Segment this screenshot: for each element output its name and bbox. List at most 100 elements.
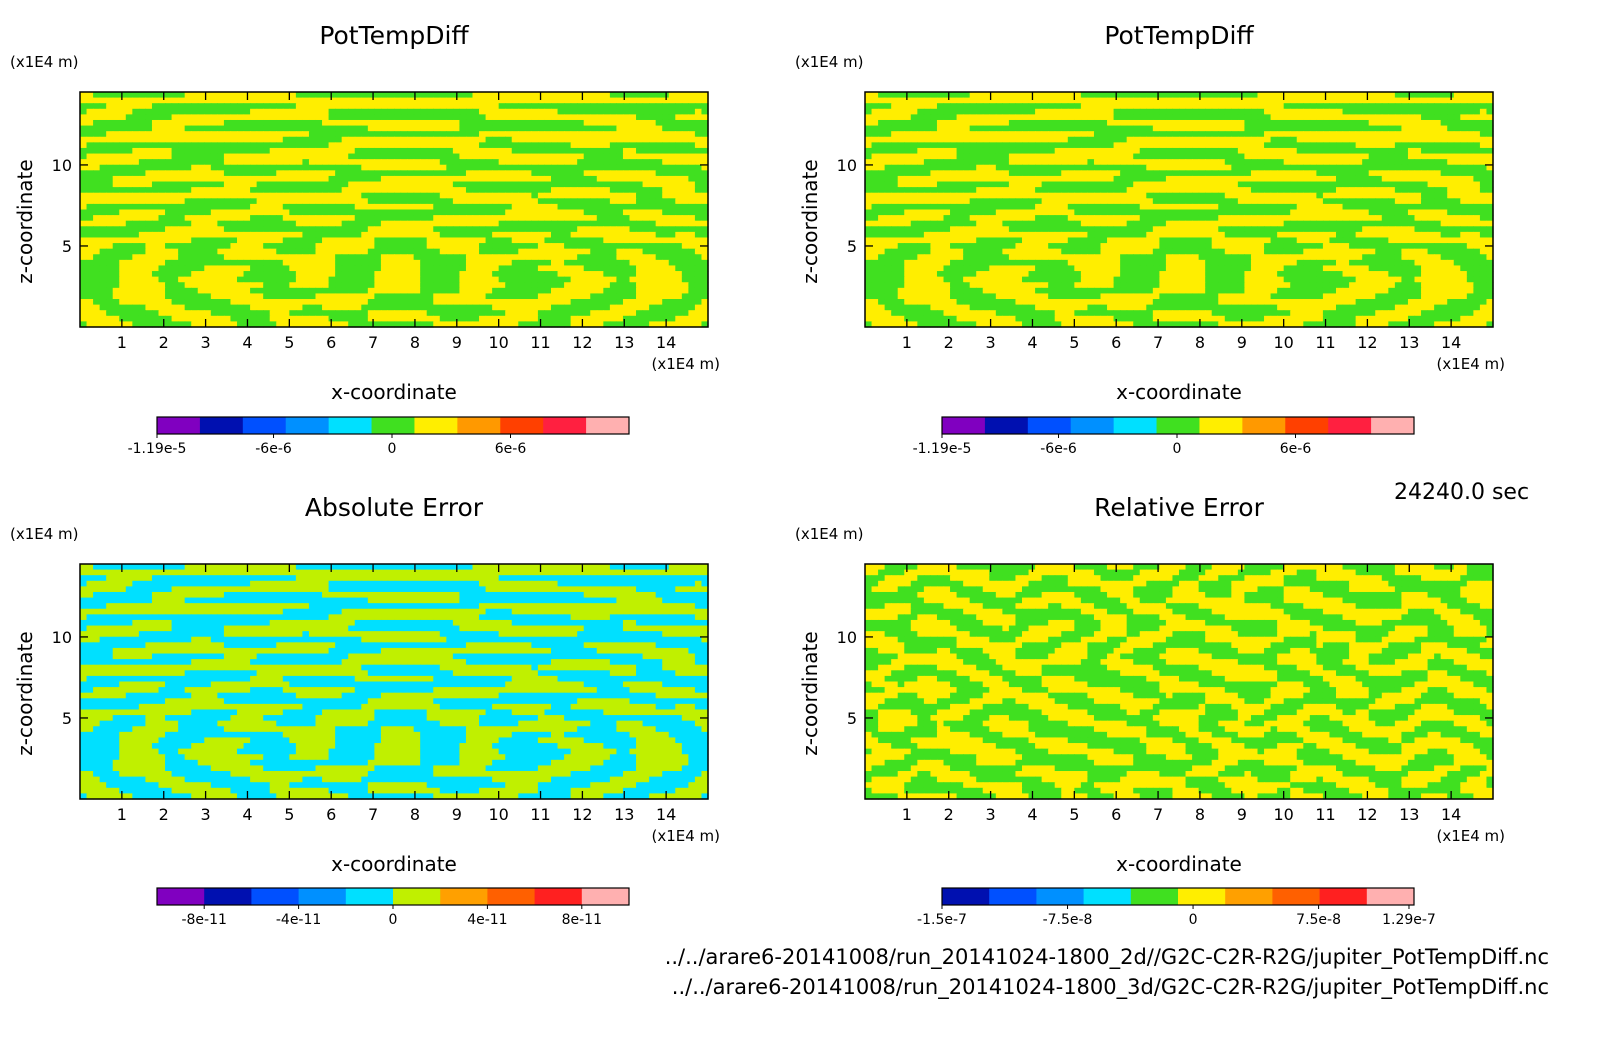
heatmap-cell — [616, 120, 623, 126]
heatmap-cell — [224, 265, 231, 271]
heatmap-cell — [368, 288, 375, 294]
heatmap-cell — [355, 232, 362, 238]
heatmap-cell — [355, 237, 362, 243]
heatmap-cell — [695, 187, 702, 193]
heatmap-cell — [917, 92, 924, 98]
heatmap-cell — [950, 120, 957, 126]
heatmap-cell — [950, 126, 957, 132]
heatmap-cell — [217, 260, 224, 266]
heatmap-cell — [603, 271, 610, 277]
heatmap-cell — [414, 271, 421, 277]
heatmap-cell — [551, 131, 558, 137]
heatmap-cell — [198, 226, 205, 232]
heatmap-cell — [1428, 131, 1435, 137]
heatmap-cell — [492, 254, 499, 260]
heatmap-cell — [1179, 103, 1186, 109]
heatmap-cell — [198, 271, 205, 277]
heatmap-cell — [172, 226, 179, 232]
heatmap-cell — [1428, 120, 1435, 126]
heatmap-cell — [172, 154, 179, 160]
heatmap-cell — [276, 92, 283, 98]
heatmap-cell — [361, 204, 368, 210]
heatmap-cell — [276, 98, 283, 104]
heatmap-cell — [518, 114, 525, 120]
heatmap-cell — [590, 114, 597, 120]
heatmap-cell — [1159, 131, 1166, 137]
heatmap-cell — [165, 260, 172, 266]
heatmap-cell — [597, 293, 604, 299]
heatmap-cell — [584, 142, 591, 148]
heatmap-cell — [590, 159, 597, 165]
heatmap-cell — [688, 114, 695, 120]
heatmap-cell — [302, 187, 309, 193]
heatmap-cell — [185, 92, 192, 98]
heatmap-cell — [355, 243, 362, 249]
heatmap-cell — [518, 165, 525, 171]
heatmap-cell — [433, 310, 440, 316]
heatmap-cell — [682, 154, 689, 160]
heatmap-cell — [132, 154, 139, 160]
heatmap-cell — [688, 249, 695, 255]
heatmap-cell — [139, 204, 146, 210]
heatmap-cell — [551, 103, 558, 109]
heatmap-cell — [414, 159, 421, 165]
heatmap-cell — [80, 277, 87, 283]
heatmap-cell — [119, 204, 126, 210]
heatmap-cell — [348, 193, 355, 199]
heatmap-cell — [322, 176, 329, 182]
heatmap-cell — [329, 215, 336, 221]
heatmap-cell — [368, 148, 375, 154]
heatmap-cell — [394, 293, 401, 299]
heatmap-cell — [407, 293, 414, 299]
heatmap-cell — [433, 316, 440, 322]
heatmap-cell — [250, 154, 257, 160]
heatmap-cell — [100, 215, 107, 221]
heatmap-cell — [636, 237, 643, 243]
heatmap-cell — [682, 159, 689, 165]
heatmap-cell — [185, 198, 192, 204]
heatmap-cell — [302, 277, 309, 283]
heatmap-cell — [270, 159, 277, 165]
heatmap-cell — [531, 154, 538, 160]
heatmap-cell — [407, 187, 414, 193]
heatmap-cell — [172, 120, 179, 126]
heatmap-cell — [453, 277, 460, 283]
heatmap-cell — [1114, 114, 1121, 120]
heatmap-cell — [643, 210, 650, 216]
heatmap-cell — [616, 249, 623, 255]
heatmap-cell — [191, 299, 198, 305]
heatmap-cell — [368, 237, 375, 243]
heatmap-cell — [126, 260, 133, 266]
heatmap-cell — [891, 131, 898, 137]
heatmap-cell — [989, 131, 996, 137]
heatmap-cell — [944, 131, 951, 137]
heatmap-cell — [538, 277, 545, 283]
heatmap-cell — [1107, 98, 1114, 104]
heatmap-cell — [1310, 98, 1317, 104]
heatmap-cell — [139, 288, 146, 294]
heatmap-cell — [387, 126, 394, 132]
heatmap-cell — [512, 142, 519, 148]
heatmap-cell — [172, 282, 179, 288]
heatmap-cell — [603, 210, 610, 216]
heatmap-cell — [433, 243, 440, 249]
heatmap-cell — [263, 260, 270, 266]
heatmap-cell — [250, 271, 257, 277]
heatmap-cell — [237, 204, 244, 210]
heatmap-cell — [505, 277, 512, 283]
heatmap-cell — [204, 187, 211, 193]
heatmap-cell — [270, 316, 277, 322]
heatmap-cell — [309, 103, 316, 109]
heatmap-cell — [270, 271, 277, 277]
heatmap-cell — [466, 237, 473, 243]
heatmap-cell — [427, 210, 434, 216]
heatmap-cell — [414, 120, 421, 126]
heatmap-cell — [80, 254, 87, 260]
heatmap-cell — [132, 176, 139, 182]
heatmap-cell — [584, 316, 591, 322]
heatmap-cell — [145, 254, 152, 260]
heatmap-cell — [145, 120, 152, 126]
heatmap-cell — [250, 98, 257, 104]
heatmap-cell — [492, 226, 499, 232]
heatmap-cell — [1166, 92, 1173, 98]
